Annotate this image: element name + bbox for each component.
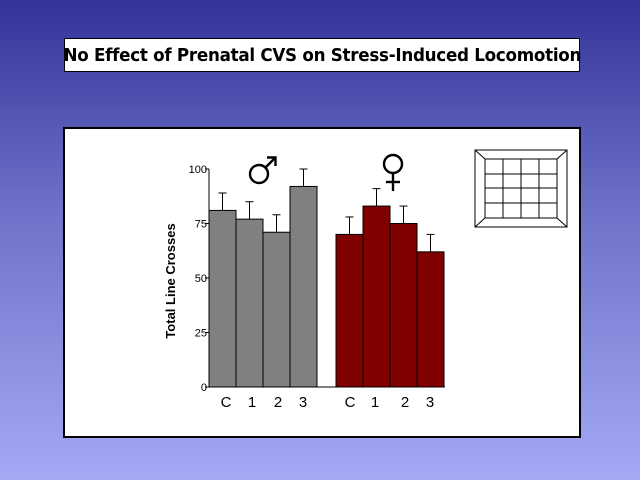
y-tick-label: 0 (201, 382, 207, 394)
slide-title-box: No Effect of Prenatal CVS on Stress-Indu… (63, 38, 581, 72)
x-tick-label: 3 (299, 394, 307, 411)
y-tick-label: 50 (195, 273, 207, 285)
x-tick-label: 3 (426, 394, 434, 411)
slide-title: No Effect of Prenatal CVS on Stress-Indu… (63, 44, 581, 66)
y-tick-label: 25 (195, 328, 207, 340)
male-symbol-icon (248, 156, 277, 185)
female-symbol-icon (382, 153, 404, 191)
x-tick-label: 2 (401, 394, 409, 411)
bar-male-1 (235, 218, 264, 388)
y-axis-label: Total Line Crosses (163, 223, 178, 338)
bar-female-3 (416, 251, 445, 388)
bar-female-C (335, 233, 364, 388)
x-tick-label: C (345, 394, 356, 411)
y-tick-label: 75 (195, 219, 207, 231)
chart-panel: 0 25 50 75 100 C 1 2 3 C 1 2 3 Total Line Crosses (63, 127, 581, 438)
x-tick-label: 1 (371, 394, 379, 411)
y-tick-label: 100 (189, 164, 207, 176)
bar-male-2 (262, 231, 291, 388)
open-field-arena-icon (474, 149, 568, 228)
bar-male-3 (289, 185, 318, 388)
x-tick-label: 2 (274, 394, 282, 411)
bar-female-1 (362, 205, 391, 388)
x-tick-label: 1 (248, 394, 256, 411)
x-tick-label: C (221, 394, 232, 411)
bars (208, 168, 445, 388)
bar-female-2 (389, 223, 418, 388)
bar-male-C (208, 209, 237, 388)
